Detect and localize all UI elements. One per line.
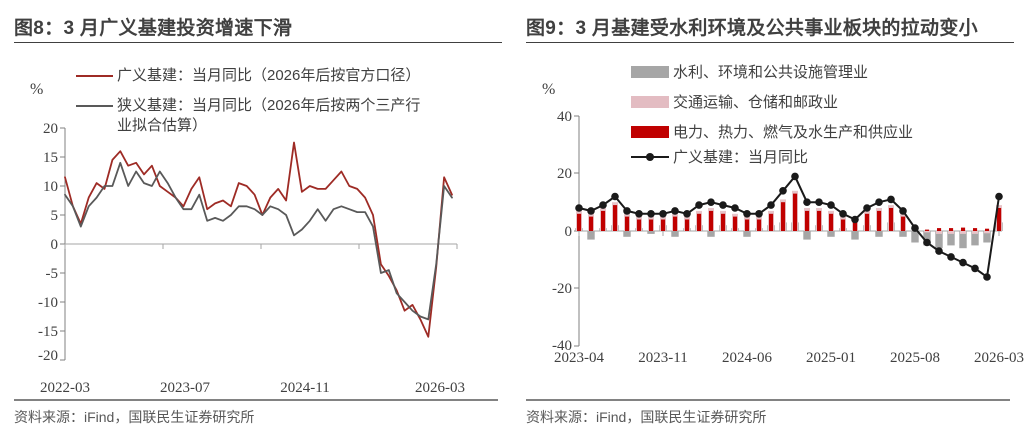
svg-text:-20: -20 bbox=[552, 281, 572, 297]
svg-text:2025-01: 2025-01 bbox=[806, 350, 856, 366]
svg-text:-15: -15 bbox=[38, 324, 58, 340]
svg-text:40: 40 bbox=[557, 109, 572, 125]
svg-text:资料来源：iFind，国联民生证券研究所: 资料来源：iFind，国联民生证券研究所 bbox=[14, 409, 254, 425]
svg-text:水利、环境和公共设施管理业: 水利、环境和公共设施管理业 bbox=[673, 63, 868, 81]
svg-text:2026-03: 2026-03 bbox=[974, 350, 1024, 366]
svg-text:%: % bbox=[30, 81, 43, 98]
svg-text:狭义基建：当月同比（2026年后按两个三产行: 狭义基建：当月同比（2026年后按两个三产行 bbox=[117, 97, 420, 114]
svg-text:2023-07: 2023-07 bbox=[160, 380, 210, 396]
svg-text:2024-06: 2024-06 bbox=[722, 350, 772, 366]
svg-text:20: 20 bbox=[557, 166, 572, 182]
svg-text:交通运输、仓储和邮政业: 交通运输、仓储和邮政业 bbox=[673, 93, 838, 111]
svg-text:-5: -5 bbox=[46, 266, 59, 282]
svg-text:15: 15 bbox=[43, 150, 58, 166]
svg-text:2022-03: 2022-03 bbox=[40, 380, 90, 396]
svg-text:电力、热力、燃气及水生产和供应业: 电力、热力、燃气及水生产和供应业 bbox=[673, 123, 913, 141]
svg-text:%: % bbox=[542, 81, 555, 98]
svg-text:2026-03: 2026-03 bbox=[415, 380, 465, 396]
svg-text:业拟合估算）: 业拟合估算） bbox=[117, 116, 207, 134]
svg-text:资料来源：iFind，国联民生证券研究所: 资料来源：iFind，国联民生证券研究所 bbox=[526, 409, 766, 425]
svg-text:20: 20 bbox=[43, 121, 58, 137]
svg-text:广义基建：当月同比: 广义基建：当月同比 bbox=[673, 149, 808, 166]
svg-text:5: 5 bbox=[51, 208, 59, 224]
svg-text:2024-11: 2024-11 bbox=[280, 380, 329, 396]
svg-text:10: 10 bbox=[43, 179, 58, 195]
svg-text:-10: -10 bbox=[38, 295, 58, 311]
svg-text:广义基建：当月同比（2026年后按官方口径）: 广义基建：当月同比（2026年后按官方口径） bbox=[117, 67, 420, 84]
svg-text:0: 0 bbox=[51, 237, 59, 253]
svg-text:2023-04: 2023-04 bbox=[554, 350, 604, 366]
svg-text:0: 0 bbox=[565, 224, 573, 240]
svg-text:-20: -20 bbox=[38, 348, 58, 364]
svg-text:2025-08: 2025-08 bbox=[890, 350, 940, 366]
svg-text:2023-11: 2023-11 bbox=[638, 350, 687, 366]
